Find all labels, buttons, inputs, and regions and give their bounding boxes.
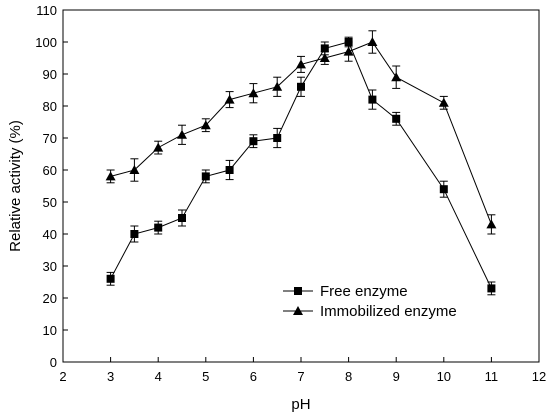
legend-label-immobilized: Immobilized enzyme (320, 303, 457, 320)
y-tick-label: 60 (43, 163, 57, 178)
data-point (225, 166, 234, 174)
data-point (129, 165, 140, 174)
x-tick-label: 4 (155, 369, 162, 384)
series-free-enzyme (106, 36, 496, 296)
data-point (248, 88, 259, 98)
data-point (224, 94, 235, 104)
series-layer (105, 30, 497, 296)
data-point (201, 172, 210, 181)
y-tick-label: 30 (43, 259, 57, 274)
y-tick-label: 20 (43, 291, 57, 306)
y-tick-label: 40 (43, 227, 57, 242)
x-tick-label: 11 (485, 369, 499, 384)
data-point (200, 120, 211, 130)
y-tick-label: 70 (43, 131, 57, 146)
data-point (153, 142, 164, 152)
y-tick-label: 100 (35, 35, 57, 50)
x-tick-label: 6 (250, 369, 257, 384)
y-tick-label: 110 (36, 3, 57, 18)
series-immobilized-enzyme (105, 30, 497, 235)
x-tick-label: 7 (297, 369, 304, 384)
y-axis-title: Relative activity (%) (7, 120, 24, 252)
data-point (130, 230, 139, 238)
data-point (272, 81, 283, 91)
x-tick-label: 2 (59, 369, 66, 384)
x-tick-label: 12 (532, 369, 546, 384)
data-point (178, 214, 186, 222)
x-axis-title: pH (291, 396, 310, 413)
data-point (177, 129, 187, 139)
y-tick-label: 80 (43, 99, 57, 114)
x-tick-label: 9 (393, 369, 400, 384)
data-point (343, 46, 354, 56)
data-point (486, 219, 497, 229)
data-point (273, 134, 282, 142)
y-tick-label: 50 (43, 195, 57, 210)
data-point (367, 37, 378, 46)
y-axis: 0 10 20 30 40 50 60 70 80 90 100 110 (35, 3, 68, 370)
data-point (296, 59, 306, 69)
data-point (297, 82, 305, 91)
data-point (249, 137, 258, 146)
x-tick-label: 5 (202, 369, 209, 384)
data-point (106, 274, 115, 283)
legend-label-free: Free enzyme (320, 283, 408, 300)
data-point (154, 223, 163, 232)
x-axis: 2 3 4 5 6 7 8 9 10 11 12 (59, 357, 546, 384)
y-tick-label: 0 (50, 355, 57, 370)
data-point (487, 284, 496, 293)
data-point (319, 53, 330, 62)
data-point (391, 72, 402, 82)
legend-marker-immobilized (293, 306, 303, 315)
x-tick-label: 10 (437, 369, 451, 384)
data-point (438, 97, 449, 107)
legend-marker-free (294, 287, 302, 295)
data-point (368, 95, 377, 104)
data-point (439, 185, 448, 194)
legend: Free enzyme Immobilized enzyme (283, 283, 457, 320)
data-point (392, 114, 401, 123)
y-tick-label: 90 (43, 67, 57, 82)
y-tick-label: 10 (43, 323, 57, 338)
data-point (105, 171, 116, 181)
data-point (320, 44, 329, 53)
x-tick-label: 8 (345, 369, 352, 384)
x-tick-label: 3 (107, 369, 114, 384)
